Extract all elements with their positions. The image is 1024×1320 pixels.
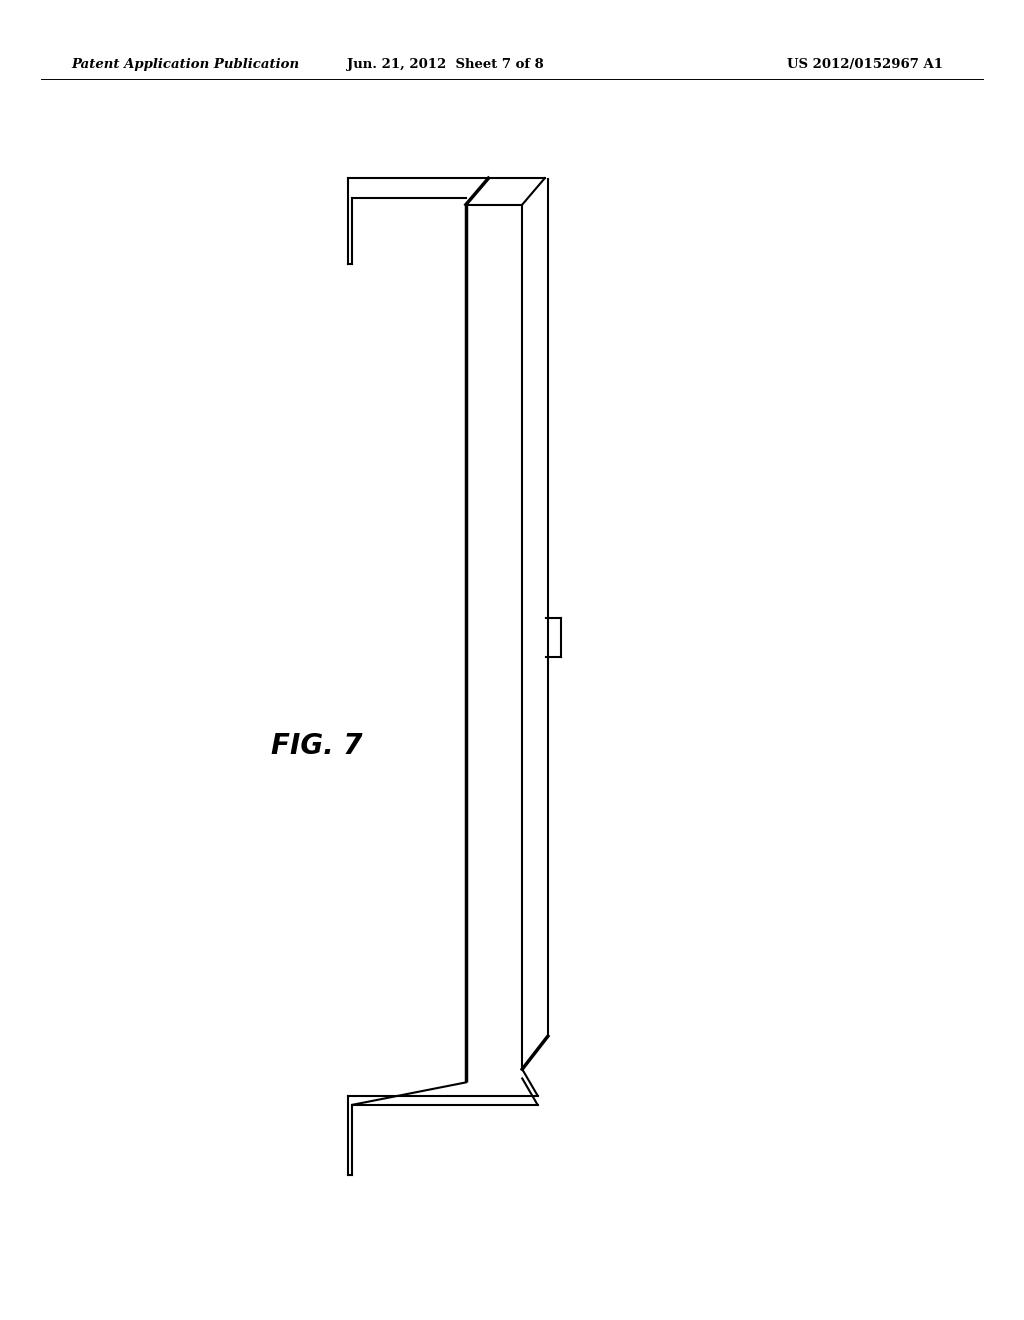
Text: FIG. 7: FIG. 7 [271, 731, 362, 760]
Text: US 2012/0152967 A1: US 2012/0152967 A1 [787, 58, 943, 71]
Text: Patent Application Publication: Patent Application Publication [72, 58, 300, 71]
Text: Jun. 21, 2012  Sheet 7 of 8: Jun. 21, 2012 Sheet 7 of 8 [347, 58, 544, 71]
